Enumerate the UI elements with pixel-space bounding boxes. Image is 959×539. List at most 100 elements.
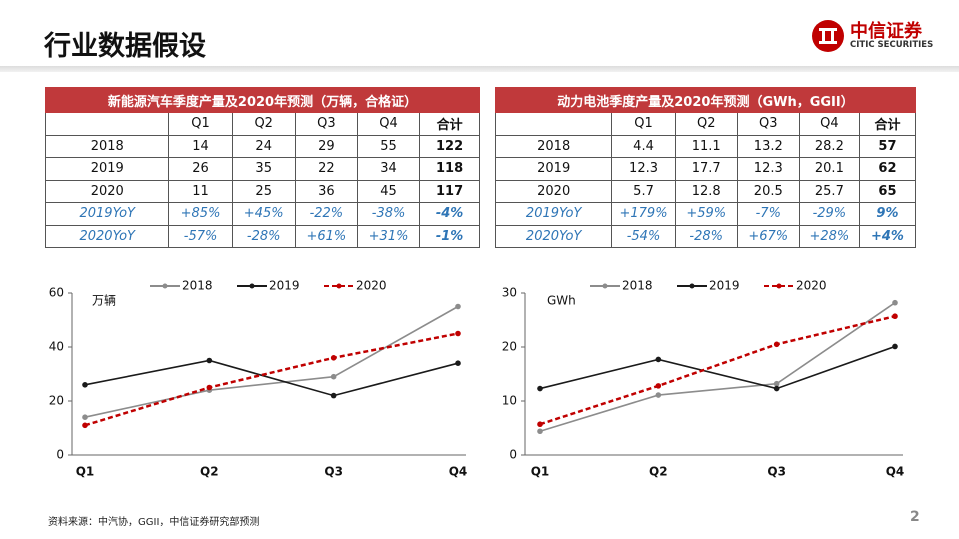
- data-point: [773, 385, 780, 392]
- x-tick-label: Q1: [76, 465, 95, 479]
- x-tick-label: Q3: [767, 465, 786, 479]
- x-tick-label: Q4: [449, 465, 468, 479]
- table-cell: 11.1: [674, 134, 738, 158]
- legend-label: 2019: [269, 279, 300, 293]
- logo-icon: [812, 20, 844, 52]
- table-cell: 12.3: [736, 157, 800, 181]
- y-tick-label: 60: [49, 286, 64, 300]
- header-cell: Q1: [611, 112, 676, 136]
- table-cell: 2019YoY: [44, 202, 170, 226]
- data-point: [455, 330, 461, 337]
- header-cell: 合计: [419, 112, 480, 136]
- table-cell: 20.1: [798, 157, 860, 181]
- y-tick-label: 20: [49, 394, 64, 408]
- table-cell: -28%: [674, 224, 738, 248]
- table-cell: 2020YoY: [494, 224, 613, 248]
- table-cell: 2018: [44, 134, 170, 158]
- table-cell: 117: [419, 179, 480, 203]
- table-cell: 122: [419, 134, 480, 158]
- table-cell: 22: [294, 157, 358, 181]
- data-point: [892, 299, 898, 306]
- data-point: [655, 383, 662, 389]
- table-cell: 2020YoY: [44, 224, 170, 248]
- table-cell: +67%: [736, 224, 800, 248]
- data-table: 动力电池季度产量及2020年预测（GWh，GGII） Q1 Q2 Q3 Q4 合计 2018…: [494, 87, 917, 248]
- data-point: [537, 428, 543, 435]
- table-row: 2020 11 25 36 45 117: [44, 179, 480, 203]
- legend-label: 2018: [622, 279, 653, 293]
- table-row: 2018 4.4 11.1 13.2 28.2 57: [494, 134, 917, 158]
- header-cell: Q4: [798, 112, 860, 136]
- data-point: [892, 313, 898, 320]
- legend-marker: [776, 283, 782, 289]
- data-point: [655, 392, 662, 398]
- table-cell: 2018: [494, 134, 613, 158]
- y-axis-unit: 万辆: [92, 294, 116, 308]
- series-line: [539, 315, 896, 426]
- table-cell: 11: [168, 179, 233, 203]
- y-tick-label: 10: [502, 394, 517, 408]
- data-point: [330, 355, 337, 361]
- table-row: 2019YoY +179% +59% -7% -29% 9%: [494, 202, 917, 226]
- table-cell: 14: [168, 134, 233, 158]
- table-cell: -1%: [419, 224, 480, 248]
- legend-marker: [162, 283, 168, 289]
- table-cell: +61%: [294, 224, 358, 248]
- legend-marker: [602, 283, 608, 289]
- table-cell: 36: [294, 179, 358, 203]
- header-cell: Q2: [231, 112, 296, 136]
- y-tick-label: 0: [509, 448, 517, 462]
- table-cell: -38%: [356, 202, 421, 226]
- header-row: Q1 Q2 Q3 Q4 合计: [494, 112, 917, 136]
- table-cell: 20.5: [736, 179, 800, 203]
- table-cell: 65: [858, 179, 917, 203]
- y-axis-unit: GWh: [547, 294, 576, 308]
- table-cell: +28%: [798, 224, 860, 248]
- header-cell: Q2: [674, 112, 738, 136]
- data-point: [455, 303, 461, 310]
- legend-marker: [336, 283, 342, 289]
- header-row: Q1 Q2 Q3 Q4 合计: [44, 112, 480, 136]
- data-point: [206, 384, 213, 391]
- table-cell: 62: [858, 157, 917, 181]
- data-point: [773, 380, 780, 387]
- table-row: 2020YoY -57% -28% +61% +31% -1%: [44, 224, 480, 248]
- source-note: 资料来源：中汽协，GGII，中信证券研究部预测: [48, 517, 260, 528]
- table-cell: 4.4: [611, 134, 676, 158]
- data-point: [455, 360, 461, 367]
- table-cell: -7%: [736, 202, 800, 226]
- logo-cn: 中信证券: [850, 21, 922, 42]
- table-cell: -54%: [611, 224, 676, 248]
- table-cell: 57: [858, 134, 917, 158]
- x-tick-label: Q4: [886, 465, 905, 479]
- header-band: [0, 66, 959, 72]
- table-cell: 118: [419, 157, 480, 181]
- header-cell: Q1: [168, 112, 233, 136]
- data-point: [773, 341, 780, 348]
- data-point: [206, 357, 213, 364]
- table-title-row: 新能源汽车季度产量及2020年预测（万辆，合格证）: [45, 87, 480, 113]
- x-tick-label: Q3: [324, 465, 343, 479]
- table-cell: +179%: [611, 202, 676, 226]
- table-cell: 25.7: [798, 179, 860, 203]
- series-line: [84, 332, 459, 427]
- legend-marker: [249, 283, 255, 289]
- table-row: 2020 5.7 12.8 20.5 25.7 65: [494, 179, 917, 203]
- table-cell: -28%: [231, 224, 296, 248]
- table-cell: 28.2: [798, 134, 860, 158]
- data-table: 新能源汽车季度产量及2020年预测（万辆，合格证） Q1 Q2 Q3 Q4 合计 2018 1…: [44, 87, 480, 248]
- data-point: [892, 343, 898, 350]
- legend-label: 2018: [182, 279, 213, 293]
- table-row: 2018 14 24 29 55 122: [44, 134, 480, 158]
- y-tick-label: 30: [502, 286, 517, 300]
- y-tick-label: 20: [502, 340, 517, 354]
- logo-en: CITIC SECURITIES: [850, 40, 934, 50]
- y-tick-label: 0: [56, 448, 64, 462]
- page-number: 2: [910, 509, 920, 525]
- table-cell: -29%: [798, 202, 860, 226]
- table-cell: 2019: [44, 157, 170, 181]
- legend-label: 2020: [356, 279, 387, 293]
- page-title: 行业数据假设: [44, 31, 206, 62]
- table-cell: 2019YoY: [494, 202, 613, 226]
